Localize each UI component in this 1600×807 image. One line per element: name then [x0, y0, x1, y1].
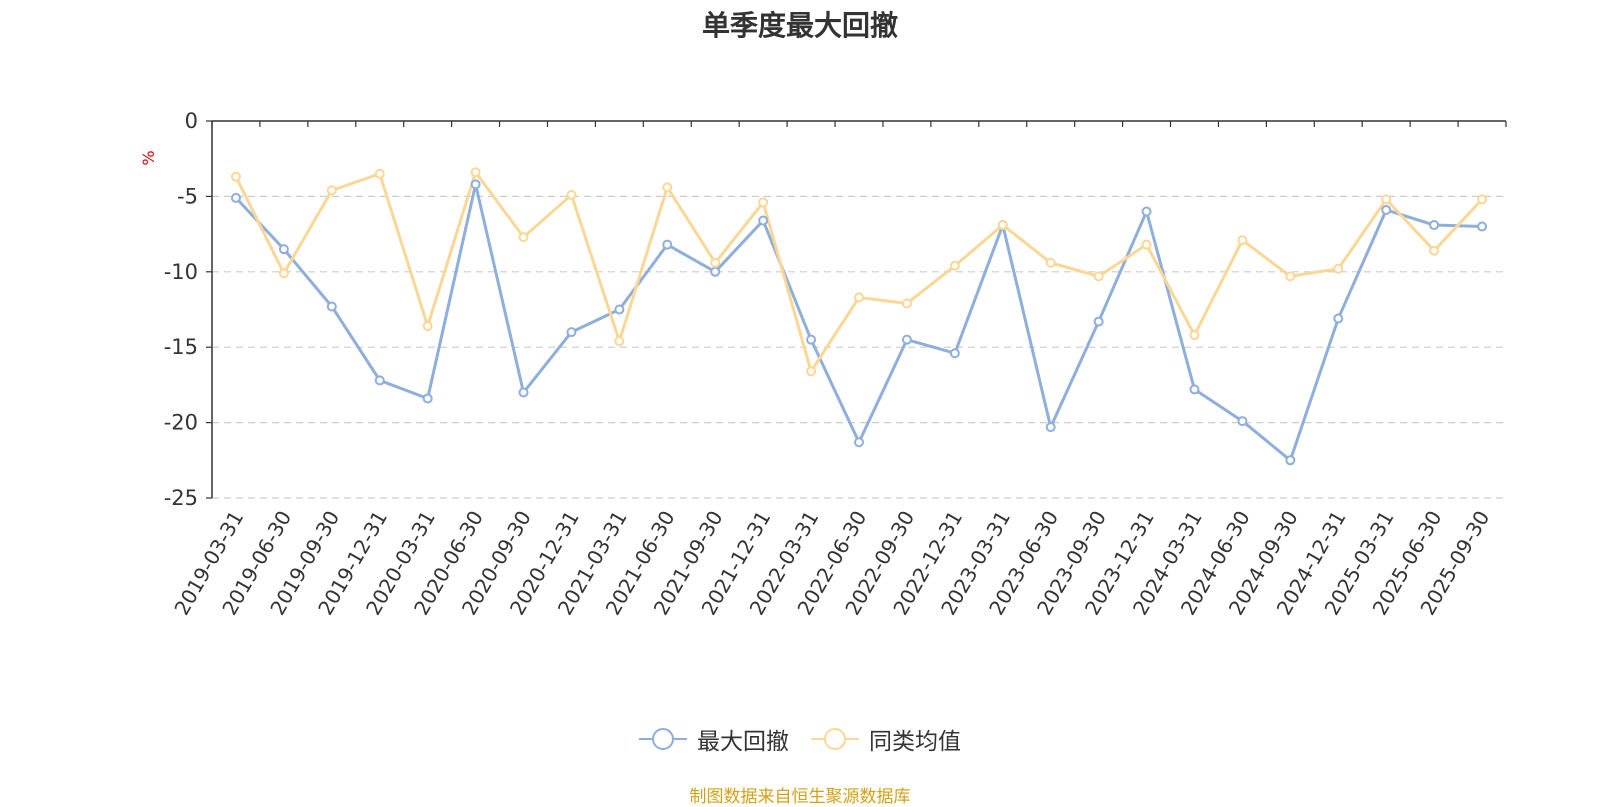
data-point [326, 301, 337, 312]
data-point [1477, 194, 1488, 205]
data-point [806, 334, 817, 345]
data-point [1237, 416, 1248, 427]
y-tick-label: -20 [164, 411, 198, 435]
data-point [1045, 257, 1056, 268]
data-point [758, 215, 769, 226]
data-point [1285, 271, 1296, 282]
data-point [422, 321, 433, 332]
axes [206, 120, 1507, 499]
data-point [949, 348, 960, 359]
data-point [997, 220, 1008, 231]
data-point [662, 182, 673, 193]
data-point [614, 304, 625, 315]
y-tick-label: -10 [164, 260, 198, 284]
data-point [326, 185, 337, 196]
grid-lines [212, 195, 1506, 499]
data-point [1429, 220, 1440, 231]
data-point [566, 189, 577, 200]
data-point [806, 366, 817, 377]
data-point [710, 257, 721, 268]
legend-label: 最大回撤 [697, 729, 789, 755]
y-axis-unit-label: % [139, 150, 158, 165]
data-point [1093, 271, 1104, 282]
data-point [1285, 455, 1296, 466]
data-point [1189, 330, 1200, 341]
data-point [1381, 204, 1392, 215]
data-point [470, 179, 481, 190]
data-point [278, 244, 289, 255]
data-point [1189, 384, 1200, 395]
y-tick-label: -15 [164, 335, 198, 359]
y-tick-label: 0 [185, 109, 198, 133]
data-point [758, 197, 769, 208]
data-point [1477, 221, 1488, 232]
data-point [854, 292, 864, 303]
chart-title: 单季度最大回撤 [701, 9, 898, 42]
data-point [518, 232, 529, 243]
data-point [422, 393, 433, 404]
data-point [278, 268, 289, 279]
series-line-0 [234, 182, 1483, 462]
data-point [710, 266, 721, 277]
data-point [1381, 194, 1392, 205]
legend-marker-max-drawdown [639, 728, 687, 750]
data-point [1333, 313, 1344, 324]
data-point [854, 437, 864, 448]
data-point [901, 298, 912, 309]
data-point [374, 375, 385, 386]
data-point [1141, 206, 1152, 217]
data-point [949, 260, 960, 271]
data-point [518, 387, 529, 398]
y-tick-label: -5 [177, 184, 198, 208]
data-point [1045, 422, 1056, 433]
data-point [374, 168, 385, 179]
data-point [1141, 239, 1152, 250]
data-point [566, 327, 577, 338]
series-lines [230, 167, 1488, 466]
data-point [901, 334, 912, 345]
legend-marker-category-average [811, 728, 859, 750]
tick-labels: 0-5-10-15-20-252019-03-312019-06-302019-… [164, 109, 1495, 619]
data-point [614, 336, 625, 347]
data-point [230, 171, 241, 182]
y-tick-label: -25 [164, 486, 198, 510]
data-source-note: 制图数据来自恒生聚源数据库 [689, 787, 911, 807]
legend-item-category-average[interactable]: 同类均值 [811, 722, 961, 756]
data-point [1333, 263, 1344, 274]
data-point [230, 192, 241, 203]
data-point [470, 167, 481, 178]
legend: 最大回撤 同类均值 [0, 722, 1600, 756]
data-point [662, 239, 673, 250]
data-point [1429, 245, 1440, 256]
legend-item-max-drawdown[interactable]: 最大回撤 [639, 722, 789, 756]
data-point [1237, 235, 1248, 246]
legend-label: 同类均值 [869, 729, 961, 755]
data-point [1093, 316, 1104, 327]
